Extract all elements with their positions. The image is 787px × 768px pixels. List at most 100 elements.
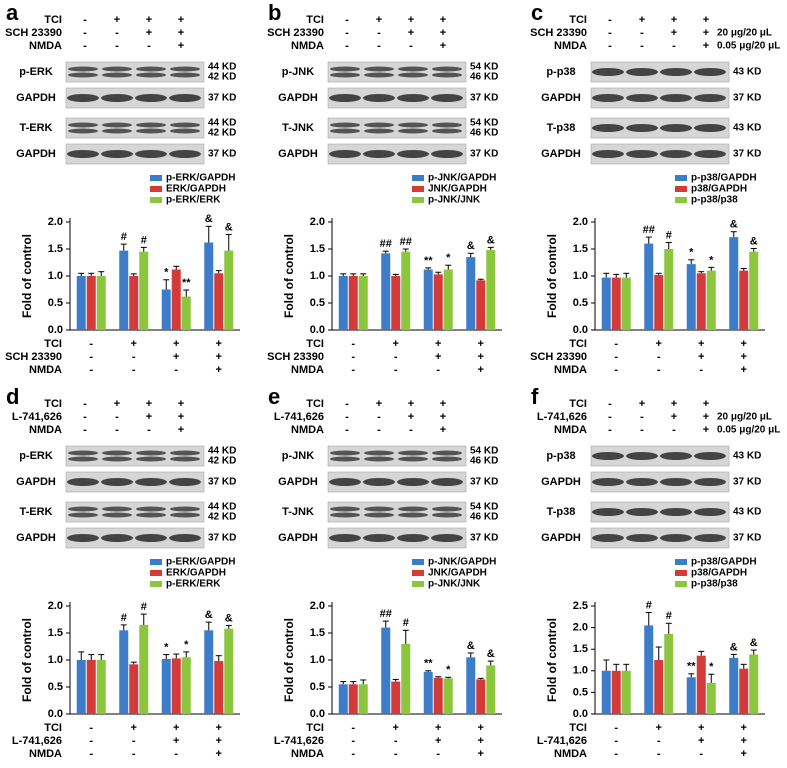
- blot-band: [330, 72, 360, 78]
- top-treatment-sign: +: [146, 27, 152, 39]
- top-treatment-name: NMDA: [291, 40, 324, 52]
- blot-band: [626, 534, 658, 542]
- legend-label: p-p38/p38: [691, 195, 738, 206]
- legend-swatch: [150, 559, 162, 565]
- blot-label: GAPDH: [541, 476, 581, 488]
- legend-swatch: [412, 197, 424, 203]
- significance-marker: #: [141, 601, 147, 613]
- legend-label: p-p38/GAPDH: [691, 557, 757, 568]
- kd-label: 54 KD: [470, 118, 498, 129]
- y-tick-label: 0.5: [310, 297, 325, 309]
- significance-marker: &: [205, 213, 213, 225]
- top-treatment-sign: -: [409, 424, 413, 436]
- significance-marker: &: [487, 234, 495, 246]
- blot-band: [68, 72, 98, 78]
- blot-band: [102, 72, 132, 78]
- blot-band: [102, 512, 132, 518]
- blot-band: [660, 508, 692, 516]
- bottom-treatment-sign: +: [173, 722, 179, 734]
- kd-label: 42 KD: [208, 456, 236, 467]
- significance-marker: &: [750, 235, 758, 247]
- blot-band: [432, 72, 462, 78]
- bottom-treatment-sign: +: [478, 735, 484, 747]
- blot-band: [398, 66, 428, 72]
- y-axis-label: Fold of control: [20, 234, 34, 318]
- blot-band: [330, 128, 360, 134]
- panel: e TCI - + + +L-741,626- - + +NMDA - - - +p-JNK 54 KD4…: [268, 384, 502, 760]
- blot-band: [694, 68, 726, 76]
- blot-image: [327, 445, 467, 467]
- significance-marker: **: [424, 658, 433, 670]
- blot-image: [327, 501, 467, 523]
- top-treatment-sign: -: [377, 40, 381, 52]
- blot-band: [660, 478, 692, 486]
- bar: [486, 250, 496, 330]
- top-treatment-sign: +: [440, 40, 446, 52]
- significance-marker: &: [467, 640, 475, 652]
- blot-band: [398, 122, 428, 128]
- panel-letter: c: [531, 0, 543, 25]
- blot-band: [660, 150, 692, 158]
- legend-swatch: [675, 186, 687, 192]
- top-treatment-sign: +: [178, 27, 184, 39]
- significance-marker: *: [709, 661, 714, 673]
- bottom-treatment-sign: +: [131, 338, 137, 350]
- legend-swatch: [412, 570, 424, 576]
- y-axis-label: Fold of control: [20, 618, 34, 702]
- top-treatment-sign: -: [640, 27, 644, 39]
- blot-band: [432, 122, 462, 128]
- y-tick-label: 1.5: [310, 243, 325, 255]
- blot-label: T-ERK: [20, 122, 53, 134]
- blot-image: [65, 445, 205, 467]
- blot-band: [67, 150, 99, 158]
- significance-marker: &: [467, 240, 475, 252]
- legend-swatch: [675, 197, 687, 203]
- blot-image: [327, 117, 467, 139]
- y-axis-label: Fold of control: [282, 234, 296, 318]
- significance-marker: #: [666, 229, 672, 241]
- bottom-treatment-name: NMDA: [29, 748, 62, 760]
- top-treatment-sign: +: [703, 424, 709, 436]
- blot-label: GAPDH: [541, 92, 581, 104]
- bar: [696, 655, 706, 714]
- blot-band: [329, 150, 361, 158]
- bottom-treatment-name: L-741,626: [12, 735, 62, 747]
- bottom-treatment-sign: -: [614, 722, 618, 734]
- top-treatment-sign: -: [83, 27, 87, 39]
- legend-swatch: [150, 186, 162, 192]
- bar: [96, 276, 106, 330]
- significance-marker: ##: [380, 608, 392, 620]
- blot-label: p-JNK: [282, 66, 314, 78]
- bar: [204, 630, 214, 714]
- bottom-treatment-sign: +: [435, 722, 441, 734]
- top-treatment-name: NMDA: [554, 424, 587, 436]
- bottom-treatment-sign: +: [698, 351, 704, 363]
- top-treatment-sign: -: [345, 411, 349, 423]
- kd-label: 44 KD: [208, 446, 236, 457]
- y-axis-label: Fold of control: [282, 618, 296, 702]
- top-treatment-sign: +: [114, 14, 120, 26]
- y-tick-label: 1.0: [573, 665, 588, 677]
- top-treatment-sign: -: [83, 14, 87, 26]
- bar: [433, 677, 443, 714]
- blot-band: [101, 478, 133, 486]
- y-tick-label: 1.0: [310, 270, 325, 282]
- dose-label: 0.05 μg/20 μL: [717, 425, 780, 436]
- bottom-treatment-sign: +: [698, 338, 704, 350]
- top-treatment-sign: +: [178, 14, 184, 26]
- top-treatment-sign: +: [178, 398, 184, 410]
- bar: [139, 251, 149, 330]
- blot-band: [363, 534, 395, 542]
- significance-marker: **: [687, 661, 696, 673]
- significance-marker: **: [182, 277, 191, 289]
- blot-band: [660, 452, 692, 460]
- bottom-treatment-sign: -: [132, 364, 136, 376]
- top-treatment-name: L-741,626: [537, 411, 587, 423]
- top-treatment-sign: +: [146, 411, 152, 423]
- blot-band: [330, 456, 360, 462]
- top-treatment-name: NMDA: [554, 40, 587, 52]
- blot-label: GAPDH: [541, 148, 581, 160]
- kd-label: 43 KD: [733, 507, 761, 518]
- y-tick-label: 1.0: [48, 654, 63, 666]
- significance-marker: ##: [643, 224, 655, 236]
